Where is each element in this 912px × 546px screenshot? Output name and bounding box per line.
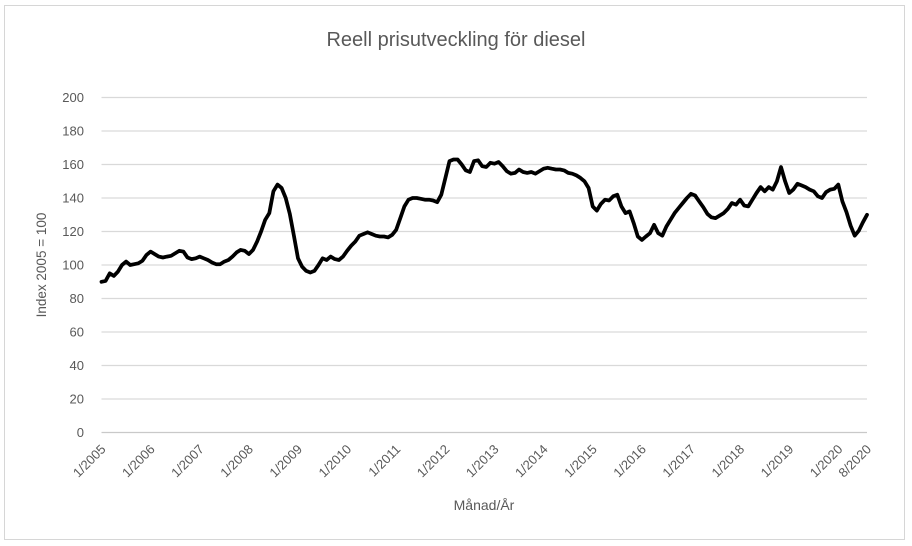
x-tick-label: 1/2015 [561,442,600,481]
x-tick-label: 1/2018 [708,442,747,481]
diesel-price-series-line [99,157,869,284]
y-tick-label: 120 [62,224,84,239]
y-tick-label: 20 [70,392,84,407]
x-tick-label: 1/2019 [758,442,797,481]
y-tick-label: 100 [62,258,84,273]
x-tick-label: 1/2013 [463,442,502,481]
x-tick-label: 1/2017 [659,442,698,481]
y-tick-label: 160 [62,157,84,172]
x-tick-label: 1/2012 [414,442,453,481]
x-axis-title: Månad/År [453,497,515,513]
y-tick-label: 200 [62,90,84,105]
x-tick-label: 1/2006 [119,442,158,481]
y-tick-label: 60 [70,325,84,340]
y-tick-label: 0 [77,425,84,440]
x-tick-label: 1/2010 [316,442,355,481]
x-tick-label: 1/2005 [70,442,109,481]
x-tick-label: 8/2020 [835,442,874,481]
x-tick-label: 1/2008 [217,442,256,481]
x-tick-label: 1/2014 [512,442,551,481]
x-tick-label: 1/2016 [610,442,649,481]
y-tick-label: 140 [62,191,84,206]
y-tick-label: 180 [62,124,84,139]
y-tick-label: 40 [70,358,84,373]
x-tick-label: 1/2009 [266,442,305,481]
y-tick-label: 80 [70,291,84,306]
chart-title: Reell prisutveckling för diesel [326,29,586,51]
x-tick-label: 1/2007 [168,442,207,481]
x-tick-label: 1/2011 [365,442,403,480]
